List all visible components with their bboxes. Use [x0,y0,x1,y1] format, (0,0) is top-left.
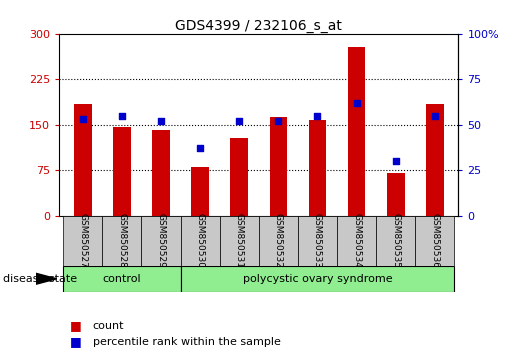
Point [352,100,360,106]
Bar [269,118,287,216]
Bar [230,138,248,216]
Bar [259,216,298,266]
Bar [220,216,259,266]
Text: percentile rank within the sample: percentile rank within the sample [93,337,281,347]
Point [313,113,321,119]
Bar [308,120,327,216]
Bar [376,216,415,266]
Text: GSM850533: GSM850533 [313,213,322,268]
Point [235,118,244,124]
Text: GSM850531: GSM850531 [235,213,244,268]
Point [157,118,165,124]
Bar [142,216,181,266]
Title: GDS4399 / 232106_s_at: GDS4399 / 232106_s_at [175,19,342,33]
Point [431,113,439,119]
Text: count: count [93,321,124,331]
Bar [181,216,220,266]
Bar [102,216,142,266]
Point [118,113,126,119]
Bar [63,216,102,266]
Polygon shape [36,273,57,284]
Text: ■: ■ [70,319,81,332]
Text: GSM850528: GSM850528 [117,213,126,268]
Text: ■: ■ [70,335,81,348]
Bar [113,127,131,216]
Bar [348,47,366,216]
Point [196,145,204,151]
Point [391,159,400,164]
Text: GSM850532: GSM850532 [274,213,283,268]
Bar [74,103,92,216]
Text: GSM850536: GSM850536 [431,213,439,268]
Bar [191,167,209,216]
Bar [415,216,454,266]
Text: control: control [102,274,141,284]
Text: GSM850535: GSM850535 [391,213,400,268]
Point [79,116,87,122]
Text: GSM850527: GSM850527 [78,213,87,268]
Text: polycystic ovary syndrome: polycystic ovary syndrome [243,274,392,284]
Text: GSM850530: GSM850530 [196,213,204,268]
Bar [63,266,181,292]
Bar [426,103,444,216]
Text: GSM850534: GSM850534 [352,213,361,268]
Bar [337,216,376,266]
Text: disease state: disease state [3,274,77,284]
Bar [387,173,405,216]
Text: GSM850529: GSM850529 [157,213,165,268]
Bar [152,130,170,216]
Bar [298,216,337,266]
Bar [181,266,454,292]
Point [274,118,282,124]
